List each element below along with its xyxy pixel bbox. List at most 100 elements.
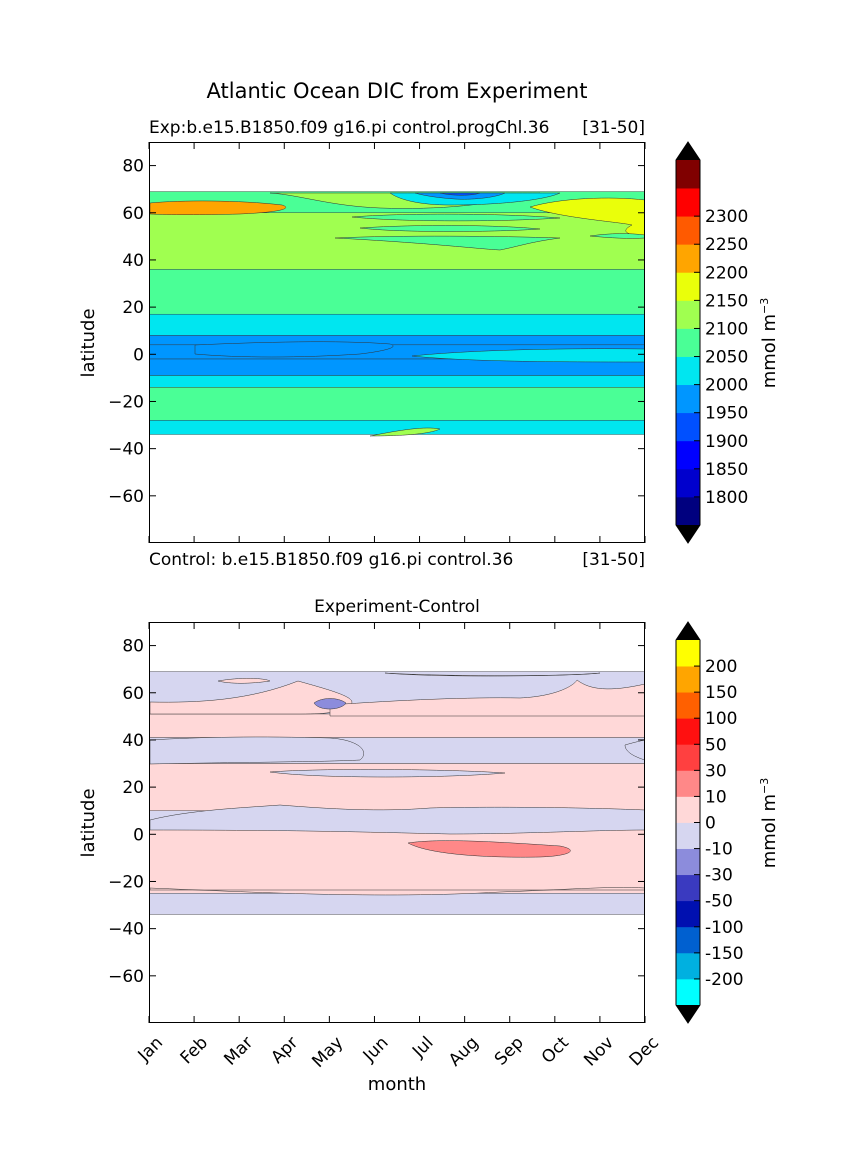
bottom-colorbar-label: mmol m−3 [758, 778, 780, 869]
bottom-colorbar-tick-label: -10 [705, 840, 733, 860]
top-colorbar-tick-label: 2100 [705, 319, 748, 339]
top-colorbar-label-exp: −3 [758, 298, 771, 314]
bottom-colorbar-tick-label: -50 [705, 892, 733, 912]
top-feature-green-streak-4 [589, 233, 645, 239]
top-colorbar-tick-label: 1800 [705, 488, 748, 508]
bottom-colorbar-swatch [676, 926, 700, 954]
bot-feature-lavender-40 [149, 736, 364, 765]
top-colorbar-outline [675, 141, 701, 544]
top-colorbar-tick-label: 2150 [705, 291, 748, 311]
top-colorbar-tick-label: 1950 [705, 404, 748, 424]
top-feature-green-streak-3 [334, 235, 561, 251]
top-ytick-label: −20 [108, 392, 144, 412]
bot-feature-purple-spot [313, 698, 347, 710]
top-colorbar-label-text: mmol m [759, 314, 780, 388]
bottom-colorbar-tick-label: 100 [705, 709, 737, 729]
top-colorbar-swatch [676, 300, 700, 329]
top-colorbar-tick-label: 2050 [705, 348, 748, 368]
top-colorbar-ticks: 1800 1850 1900 1950 2000 2050 2100 2150 2200 2250… [694, 207, 748, 508]
top-plot-frame [149, 142, 645, 543]
top-title-left: Exp:b.e15.B1850.f09 g16.pi control.progC… [149, 118, 549, 138]
top-plot-area [149, 142, 645, 543]
bottom-xtick-label: Jan [134, 1033, 167, 1066]
top-ytick-label: −60 [108, 487, 144, 507]
top-ytick-label: 20 [122, 298, 144, 318]
bottom-colorbar-extend-min [676, 1005, 700, 1023]
bottom-colorbar-swatch [676, 874, 700, 902]
bottom-colorbar-swatch [676, 640, 700, 667]
top-colorbar-swatch [676, 356, 700, 386]
top-colorbar-swatch [676, 440, 700, 470]
top-colorbar-swatch [676, 496, 700, 526]
top-control-left: Control: b.e15.B1850.f09 g16.pi control.… [149, 550, 513, 570]
bottom-band [149, 893, 645, 915]
bottom-colorbar-label-exp: −3 [758, 778, 771, 794]
figure-title: Atlantic Ocean DIC from Experiment [207, 79, 588, 103]
bottom-colorbar [675, 621, 701, 1024]
top-colorbar-extend-min [676, 525, 700, 543]
top-colorbar-extend-max [676, 142, 700, 160]
top-title-right: [31-50] [582, 118, 645, 138]
bot-feature-pink-south-wave [149, 887, 645, 896]
top-y-axis: 80 60 40 20 0 −20 −40 −60 [108, 157, 645, 507]
top-colorbar-swatch [676, 272, 700, 301]
top-band [149, 269, 645, 315]
top-colorbar-swatch [676, 188, 700, 217]
bottom-colorbar-outline [675, 621, 701, 1024]
bottom-colorbar-swatch [676, 900, 700, 928]
bot-feature-pink-north-3 [149, 680, 353, 715]
bottom-contour-features [149, 672, 645, 896]
top-colorbar-swatch [676, 412, 700, 442]
top-colorbar-swatch [676, 328, 700, 357]
bottom-y-axis: 80 60 40 20 0 −20 −40 −60 [108, 637, 645, 987]
bottom-colorbar-extend-max [676, 622, 700, 640]
bottom-ytick-label: 40 [122, 731, 144, 751]
top-ytick-label: 0 [133, 345, 144, 365]
top-band [149, 375, 645, 388]
top-ylabel: latitude [78, 308, 99, 377]
bottom-xtick-label: Jun [359, 1033, 393, 1067]
bottom-band [149, 713, 645, 738]
bottom-colorbar-swatch [676, 718, 700, 745]
top-colorbar-swatch [676, 384, 700, 414]
bottom-ytick-label: −40 [108, 920, 144, 940]
top-ytick-label: 80 [122, 157, 144, 177]
bottom-colorbar-tick-label: 0 [705, 814, 716, 834]
bottom-plot-area [149, 622, 645, 1023]
bottom-colorbar-tick-label: 30 [705, 761, 727, 781]
top-control-right: [31-50] [582, 550, 645, 570]
top-feature-green-south-wave [369, 427, 441, 437]
top-colorbar-tick-label: 2000 [705, 376, 748, 396]
top-colorbar-tick-label: 2300 [705, 207, 748, 227]
bottom-colorbar-tick-label: -150 [705, 944, 744, 964]
bottom-xtick-label: Mar [220, 1033, 257, 1070]
top-feature-blue-equator [194, 341, 394, 358]
top-feature-orange-patch [149, 200, 287, 215]
bottom-xtick-label: Jul [408, 1033, 437, 1062]
top-colorbar-tick-label: 2200 [705, 263, 748, 283]
top-colorbar-swatch [676, 244, 700, 273]
bottom-colorbar-swatch [676, 952, 700, 980]
bottom-ytick-label: −60 [108, 967, 144, 987]
top-ytick-label: 60 [122, 204, 144, 224]
top-colorbar-tick-label: 1900 [705, 432, 748, 452]
bottom-colorbar-tick-label: -200 [705, 970, 744, 990]
bottom-ytick-label: 20 [122, 778, 144, 798]
bottom-ytick-label: 80 [122, 637, 144, 657]
bottom-colorbar-tick-label: 150 [705, 683, 737, 703]
bottom-ytick-label: −20 [108, 872, 144, 892]
bottom-ytick-label: 60 [122, 684, 144, 704]
bot-feature-red-spot [407, 840, 571, 858]
top-feature-green-streak-2 [359, 225, 541, 232]
bottom-colorbar-swatch [676, 822, 700, 849]
top-feature-green-streak-1 [351, 213, 561, 222]
bottom-plot-frame [149, 622, 645, 1023]
top-feature-blue-north [414, 192, 506, 200]
top-colorbar [675, 141, 701, 544]
bottom-colorbar-swatch [676, 770, 700, 797]
top-colorbar-swatch [676, 216, 700, 245]
top-colorbar-tick-label: 2250 [705, 235, 748, 255]
